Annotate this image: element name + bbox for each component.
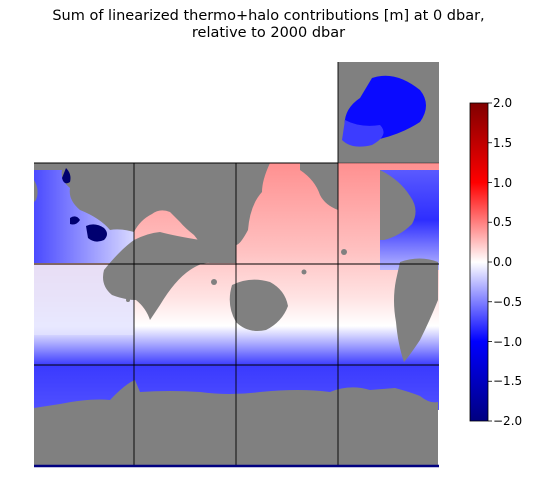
colorbar-tick-label: 2.0 bbox=[493, 96, 513, 110]
title-line-1: Sum of linearized thermo+halo contributi… bbox=[52, 8, 485, 24]
figure-title: Sum of linearized thermo+halo contributi… bbox=[0, 8, 537, 42]
colorbar-ticks bbox=[488, 102, 492, 422]
graticule bbox=[34, 62, 439, 466]
title-line-2: relative to 2000 dbar bbox=[191, 25, 346, 41]
colorbar-tick-label: −2.0 bbox=[493, 414, 523, 428]
colorbar bbox=[469, 102, 492, 422]
colorbar-tick-label: 0.0 bbox=[493, 255, 513, 269]
colorbar-tick-label: −1.5 bbox=[493, 374, 523, 389]
colorbar-tick-label: 1.5 bbox=[493, 135, 513, 150]
colorbar-tick-labels: 2.0 1.5 1.0 0.5 0.0 −0.5 −1.0 −1.5 −2.0 bbox=[488, 0, 537, 477]
colorbar-gradient bbox=[469, 102, 489, 422]
colorbar-tick-label: −0.5 bbox=[493, 294, 523, 309]
caribbean-anomaly bbox=[62, 168, 107, 242]
colorbar-tick-label: −1.0 bbox=[493, 334, 523, 349]
colorbar-tick-label: 1.0 bbox=[493, 175, 513, 190]
colorbar-tick-label: 0.5 bbox=[493, 215, 513, 230]
